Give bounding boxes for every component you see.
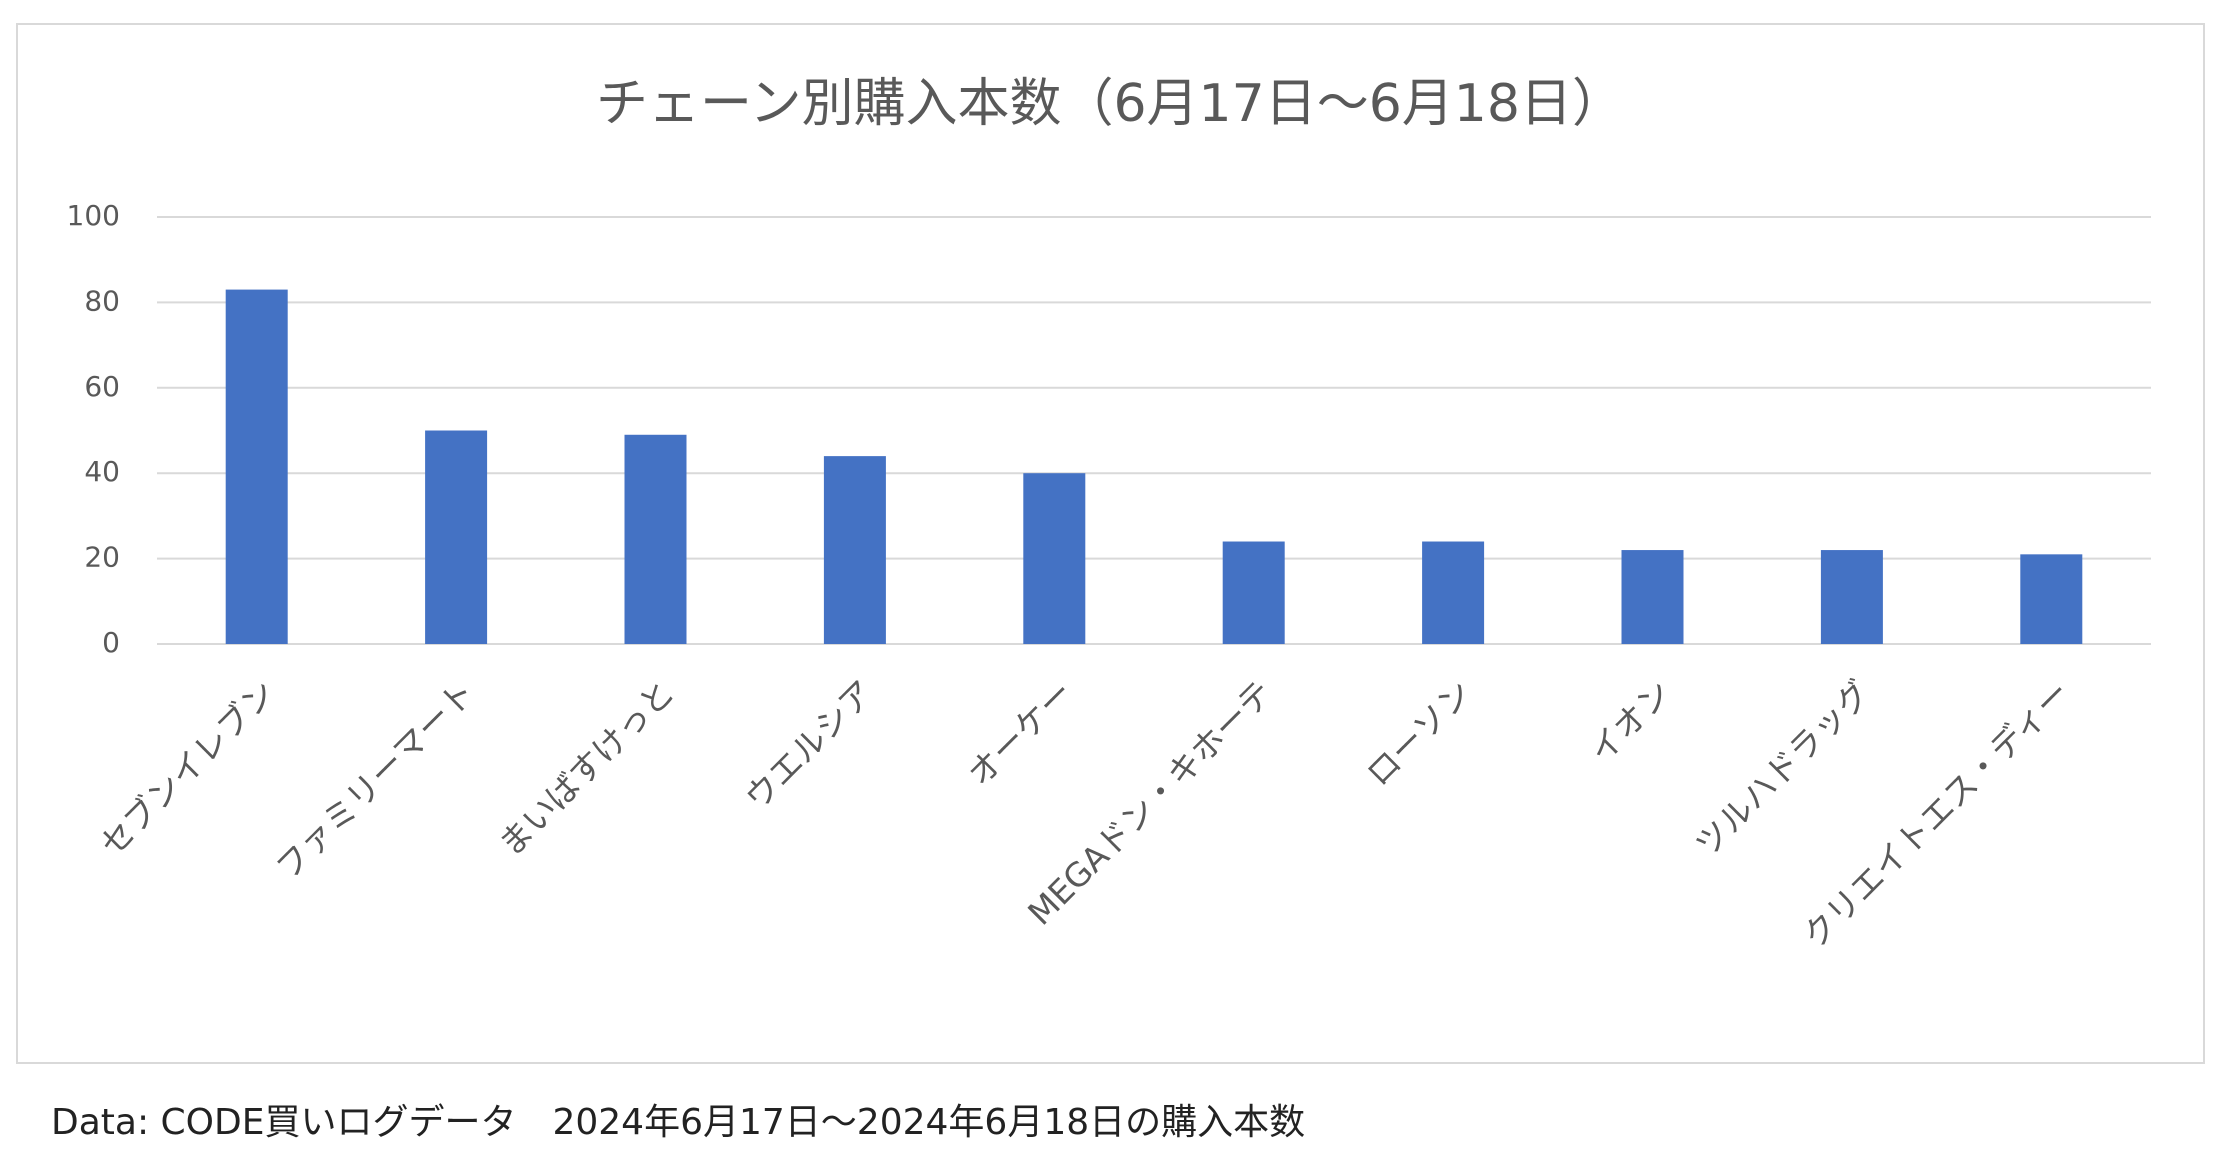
- chart-title: チェーン別購入本数（6月17日～6月18日）: [596, 74, 1624, 134]
- bar: [1422, 541, 1485, 644]
- y-tick-label: 40: [84, 455, 120, 488]
- chart-frame: [16, 23, 2205, 1064]
- bar: [1820, 550, 1883, 644]
- bar: [425, 430, 488, 644]
- y-tick-label: 80: [84, 284, 120, 317]
- y-tick-label: 60: [84, 370, 120, 403]
- y-tick-label: 0: [102, 626, 120, 659]
- bar: [624, 434, 687, 644]
- source-note: Data: CODE買いログデータ 2024年6月17日～2024年6月18日の…: [51, 1102, 1305, 1143]
- y-tick-label: 100: [67, 199, 120, 232]
- bar: [1023, 473, 1086, 644]
- bar: [1621, 550, 1684, 644]
- bar: [1222, 541, 1285, 644]
- bar: [2020, 554, 2083, 644]
- bar: [823, 456, 886, 644]
- y-tick-label: 20: [84, 541, 120, 574]
- bar: [225, 289, 288, 644]
